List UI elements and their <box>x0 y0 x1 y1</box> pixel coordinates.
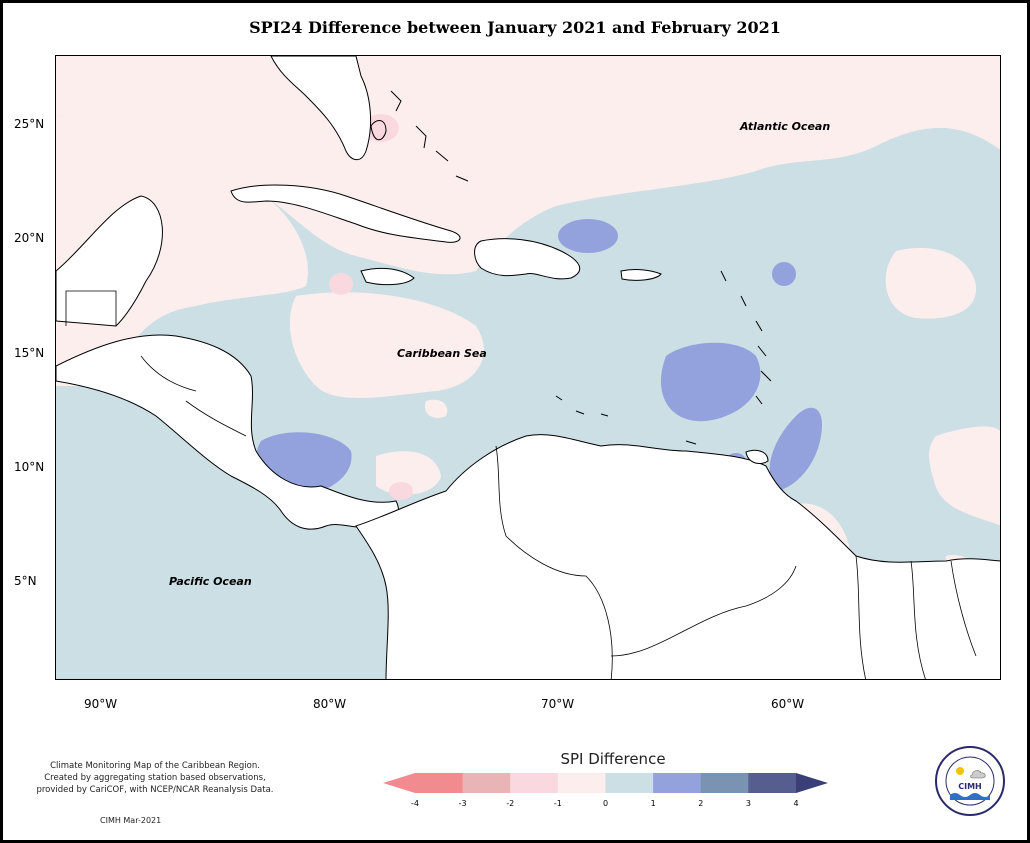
map-panel[interactable] <box>55 55 1001 680</box>
note-line-2: Created by aggregating station based obs… <box>44 773 266 783</box>
sun-icon <box>956 767 964 775</box>
legend-tick-label: -4 <box>411 799 419 808</box>
lat-label-5n: 5°N <box>14 574 37 588</box>
legend-cell <box>748 773 797 793</box>
legend-cell <box>510 773 559 793</box>
label-pacific-ocean: Pacific Ocean <box>169 575 252 588</box>
legend-tick-label: 1 <box>650 799 656 808</box>
small-islands <box>370 90 772 445</box>
wave-icon <box>950 793 990 800</box>
legend-tick-label: -3 <box>458 799 467 808</box>
map-description: Climate Monitoring Map of the Caribbean … <box>20 760 290 796</box>
map-canvas <box>56 56 1000 679</box>
label-caribbean-sea: Caribbean Sea <box>397 347 487 360</box>
legend-tick-label: -2 <box>506 799 515 808</box>
lat-label-25n: 25°N <box>14 117 45 131</box>
lat-label-10n: 10°N <box>14 460 45 474</box>
lon-label-80w: 80°W <box>313 697 347 711</box>
legend-cell <box>557 773 606 793</box>
logo-text: CIMH <box>958 782 982 791</box>
legend-tick-label: 3 <box>745 799 751 808</box>
legend-title: SPI Difference <box>560 750 666 768</box>
legend-cell <box>462 773 511 793</box>
map-title: SPI24 Difference between January 2021 an… <box>249 18 781 37</box>
legend-tick-label: 0 <box>602 799 609 808</box>
legend-colorbar <box>383 773 828 793</box>
legend-tick-label: 4 <box>793 799 799 808</box>
cloud-icon <box>970 770 986 779</box>
lon-label-90w: 90°W <box>84 697 118 711</box>
label-atlantic-ocean: Atlantic Ocean <box>740 120 831 133</box>
lon-label-60w: 60°W <box>771 697 805 711</box>
lat-label-15n: 15°N <box>14 346 45 360</box>
note-line-3: provided by CariCOF, with NCEP/NCAR Rean… <box>36 785 274 795</box>
land-outlines <box>56 56 1000 679</box>
lon-label-70w: 70°W <box>541 697 575 711</box>
lat-label-20n: 20°N <box>14 231 45 245</box>
field-minus-one-to-zero <box>56 56 1000 609</box>
cimh-logo: CIMH <box>935 746 1005 816</box>
legend-cell <box>700 773 749 793</box>
legend-over-triangle <box>796 773 828 793</box>
legend-cell <box>653 773 702 793</box>
legend-under-triangle <box>383 773 415 793</box>
legend-tick-label: -1 <box>553 799 562 808</box>
legend-cell <box>605 773 654 793</box>
credit-text: CIMH Mar-2021 <box>100 816 162 825</box>
legend-tick-label: 2 <box>698 799 704 808</box>
note-line-1: Climate Monitoring Map of the Caribbean … <box>50 761 260 771</box>
legend-cells <box>415 773 797 793</box>
country-borders <box>65 290 977 679</box>
legend-cell <box>415 773 464 793</box>
